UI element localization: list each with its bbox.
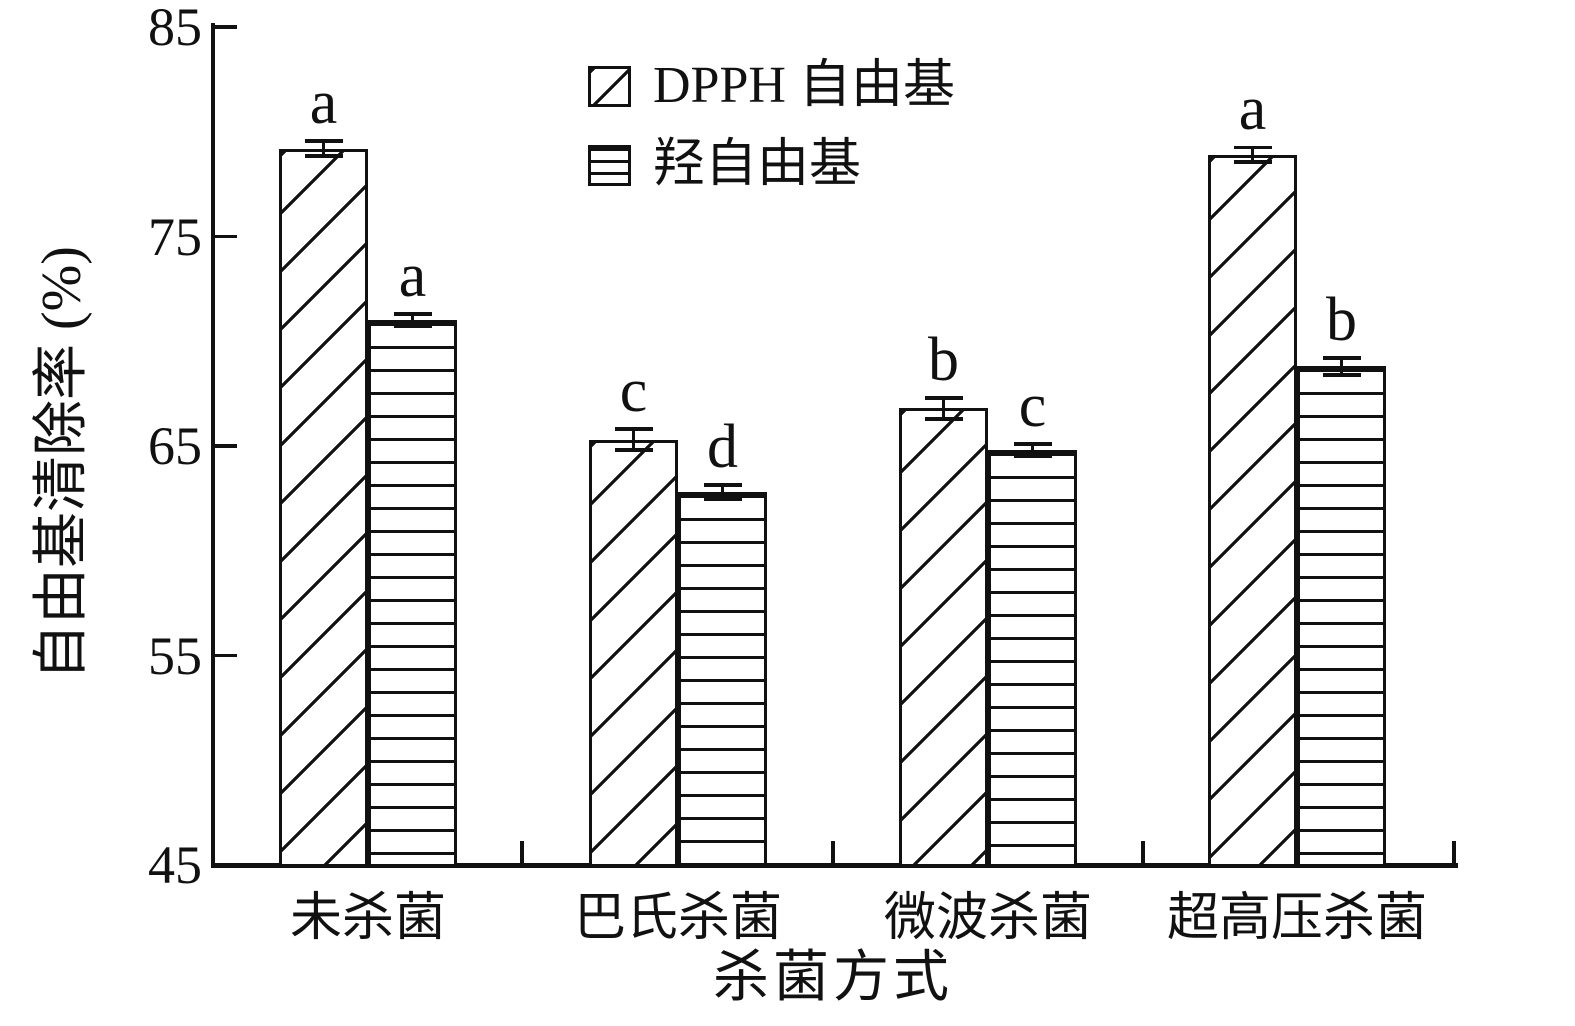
bar-hydroxyl-1 — [368, 320, 457, 867]
y-tick-label: 85 — [148, 0, 202, 57]
error-bar-line — [1250, 147, 1255, 163]
error-bar-cap-top — [1322, 356, 1361, 360]
error-bar-cap-top — [703, 483, 742, 487]
error-bar-line — [631, 429, 636, 451]
x-category-label: 超高压杀菌 — [1166, 890, 1427, 947]
x-tick-mark — [520, 841, 524, 863]
bar-dpph-4 — [1208, 154, 1297, 867]
error-bar-cap-bottom — [393, 324, 432, 329]
error-bar-cap-bottom — [703, 497, 742, 502]
legend: DPPH 自由基 羟自由基 — [588, 60, 955, 218]
x-axis-title: 杀菌方式 — [713, 947, 953, 1009]
significance-letter: c — [1018, 371, 1047, 440]
y-tick-mark — [215, 444, 237, 448]
error-bar-cap-bottom — [924, 417, 963, 421]
error-bar-line — [1030, 443, 1035, 457]
significance-letter: a — [1238, 75, 1267, 144]
error-bar-line — [321, 141, 326, 156]
y-tick-mark — [215, 25, 237, 29]
x-category-label: 微波杀菌 — [883, 890, 1092, 947]
y-tick-mark — [215, 234, 237, 239]
error-bar-cap-top — [614, 427, 653, 431]
horizontal-hatch-swatch-icon — [588, 144, 631, 186]
bar-dpph-1 — [279, 148, 368, 867]
y-tick-mark — [215, 863, 237, 867]
error-bar-cap-top — [924, 396, 963, 400]
error-bar-cap-bottom — [614, 448, 653, 452]
x-tick-mark — [1452, 841, 1456, 863]
x-category-label: 巴氏杀菌 — [573, 890, 782, 947]
error-bar-cap-bottom — [304, 154, 343, 158]
legend-label-dpph: DPPH 自由基 — [653, 57, 955, 114]
y-tick-mark — [215, 653, 237, 658]
significance-letter: b — [1326, 286, 1357, 354]
significance-letter: a — [309, 69, 338, 138]
bar-hydroxyl-4 — [1297, 366, 1386, 867]
significance-letter: b — [928, 325, 959, 394]
legend-label-hydroxyl: 羟自由基 — [653, 136, 862, 193]
y-tick-label: 55 — [148, 625, 202, 686]
error-bar-line — [1339, 358, 1344, 375]
bar-dpph-3 — [899, 408, 988, 867]
y-axis-title: 自由基清除率 (%) — [31, 246, 93, 680]
y-tick-label: 65 — [148, 416, 202, 476]
legend-item-hydroxyl: 羟自由基 — [588, 139, 955, 191]
x-category-label: 未杀菌 — [289, 890, 446, 947]
error-bar-cap-top — [393, 312, 432, 316]
significance-letter: d — [707, 412, 738, 481]
error-bar-cap-bottom — [1233, 160, 1272, 164]
bar-hydroxyl-3 — [988, 450, 1077, 867]
x-tick-mark — [831, 841, 835, 863]
significance-letter: a — [398, 242, 427, 310]
bar-dpph-2 — [589, 439, 678, 867]
diagonal-hatch-swatch-icon — [588, 65, 631, 107]
x-axis-line — [211, 863, 1458, 868]
error-bar-cap-bottom — [1013, 454, 1052, 459]
error-bar-cap-top — [304, 139, 343, 143]
x-tick-mark — [1141, 841, 1145, 863]
y-tick-label: 45 — [148, 835, 202, 895]
bar-hydroxyl-2 — [678, 492, 767, 867]
y-tick-label: 75 — [148, 206, 202, 267]
error-bar-cap-bottom — [1322, 373, 1361, 377]
error-bar-cap-top — [1233, 145, 1272, 150]
error-bar-line — [410, 314, 415, 327]
y-axis-line — [211, 23, 215, 868]
error-bar-line — [720, 484, 725, 500]
error-bar-cap-top — [1013, 442, 1052, 446]
significance-letter: c — [619, 357, 648, 426]
error-bar-line — [941, 397, 946, 419]
legend-item-dpph: DPPH 自由基 — [588, 60, 955, 112]
